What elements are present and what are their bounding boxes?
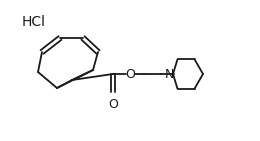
Text: O: O [108, 98, 118, 111]
Text: O: O [125, 68, 135, 81]
Text: HCl: HCl [22, 15, 46, 29]
Text: N: N [164, 68, 174, 81]
